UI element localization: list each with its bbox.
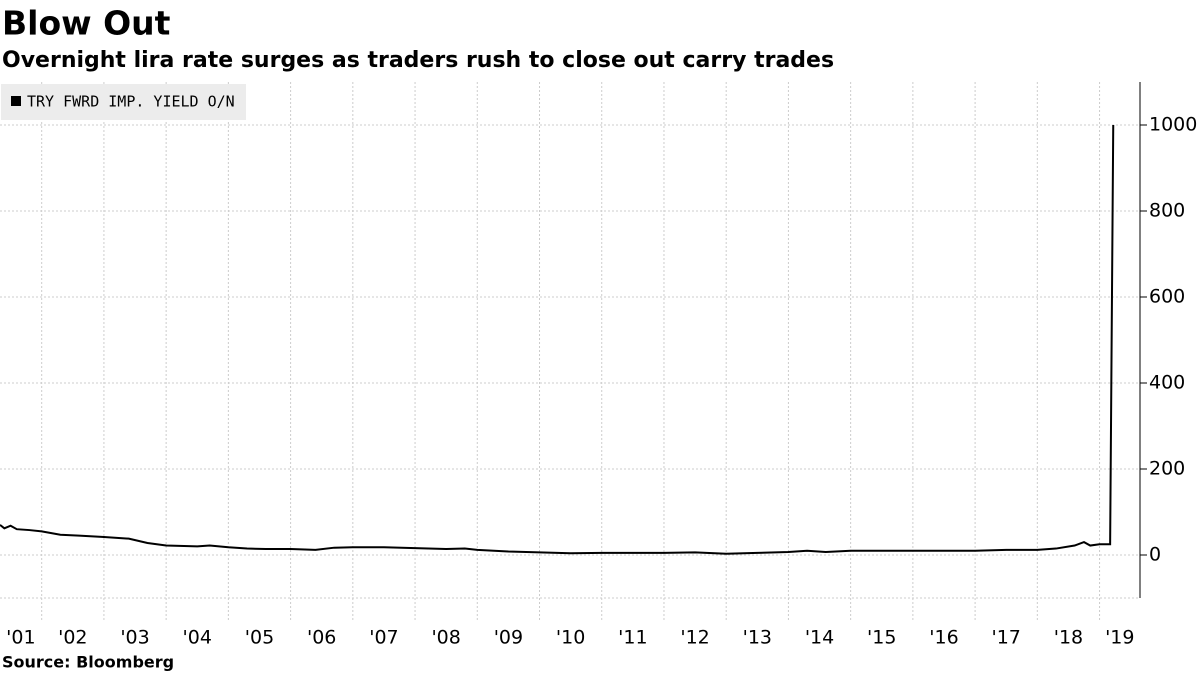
x-tick-label: '18 (1054, 627, 1083, 649)
x-tick-label: '13 (743, 627, 772, 649)
y-tick-label: 800 (1149, 200, 1185, 222)
x-tick-label: '11 (618, 627, 647, 649)
x-tick-label: '01 (6, 627, 35, 649)
legend-swatch (11, 96, 21, 106)
x-tick-label: '14 (805, 627, 834, 649)
x-tick-label: '04 (183, 627, 212, 649)
source: Source: Bloomberg (2, 653, 174, 672)
x-tick-label: '07 (369, 627, 398, 649)
x-tick-label: '08 (431, 627, 460, 649)
y-tick-label: 400 (1149, 372, 1185, 394)
legend-label: TRY FWRD IMP. YIELD O/N (27, 93, 235, 111)
chart-title: Blow Out (2, 4, 171, 43)
x-tick-label: '02 (58, 627, 87, 649)
line (0, 124, 1115, 555)
x-tick-label: '16 (929, 627, 958, 649)
x-tick-label: '05 (245, 627, 274, 649)
chart-subtitle: Overnight lira rate surges as traders ru… (2, 48, 834, 73)
x-tick-label: '19 (1105, 627, 1134, 649)
legend-box (1, 84, 246, 120)
x-tick-label: '17 (992, 627, 1021, 649)
x-tick-label: '10 (556, 627, 585, 649)
y-tick-label: 200 (1149, 458, 1185, 480)
x-tick-label: '15 (867, 627, 896, 649)
x-tick-label: '03 (120, 627, 149, 649)
x-tick-label: '09 (494, 627, 523, 649)
y-tick-label: 0 (1149, 544, 1161, 566)
y-tick-label: 600 (1149, 286, 1185, 308)
y-tick-label: 1000 (1149, 114, 1197, 136)
x-tick-label: '12 (680, 627, 709, 649)
x-tick-label: '06 (307, 627, 336, 649)
